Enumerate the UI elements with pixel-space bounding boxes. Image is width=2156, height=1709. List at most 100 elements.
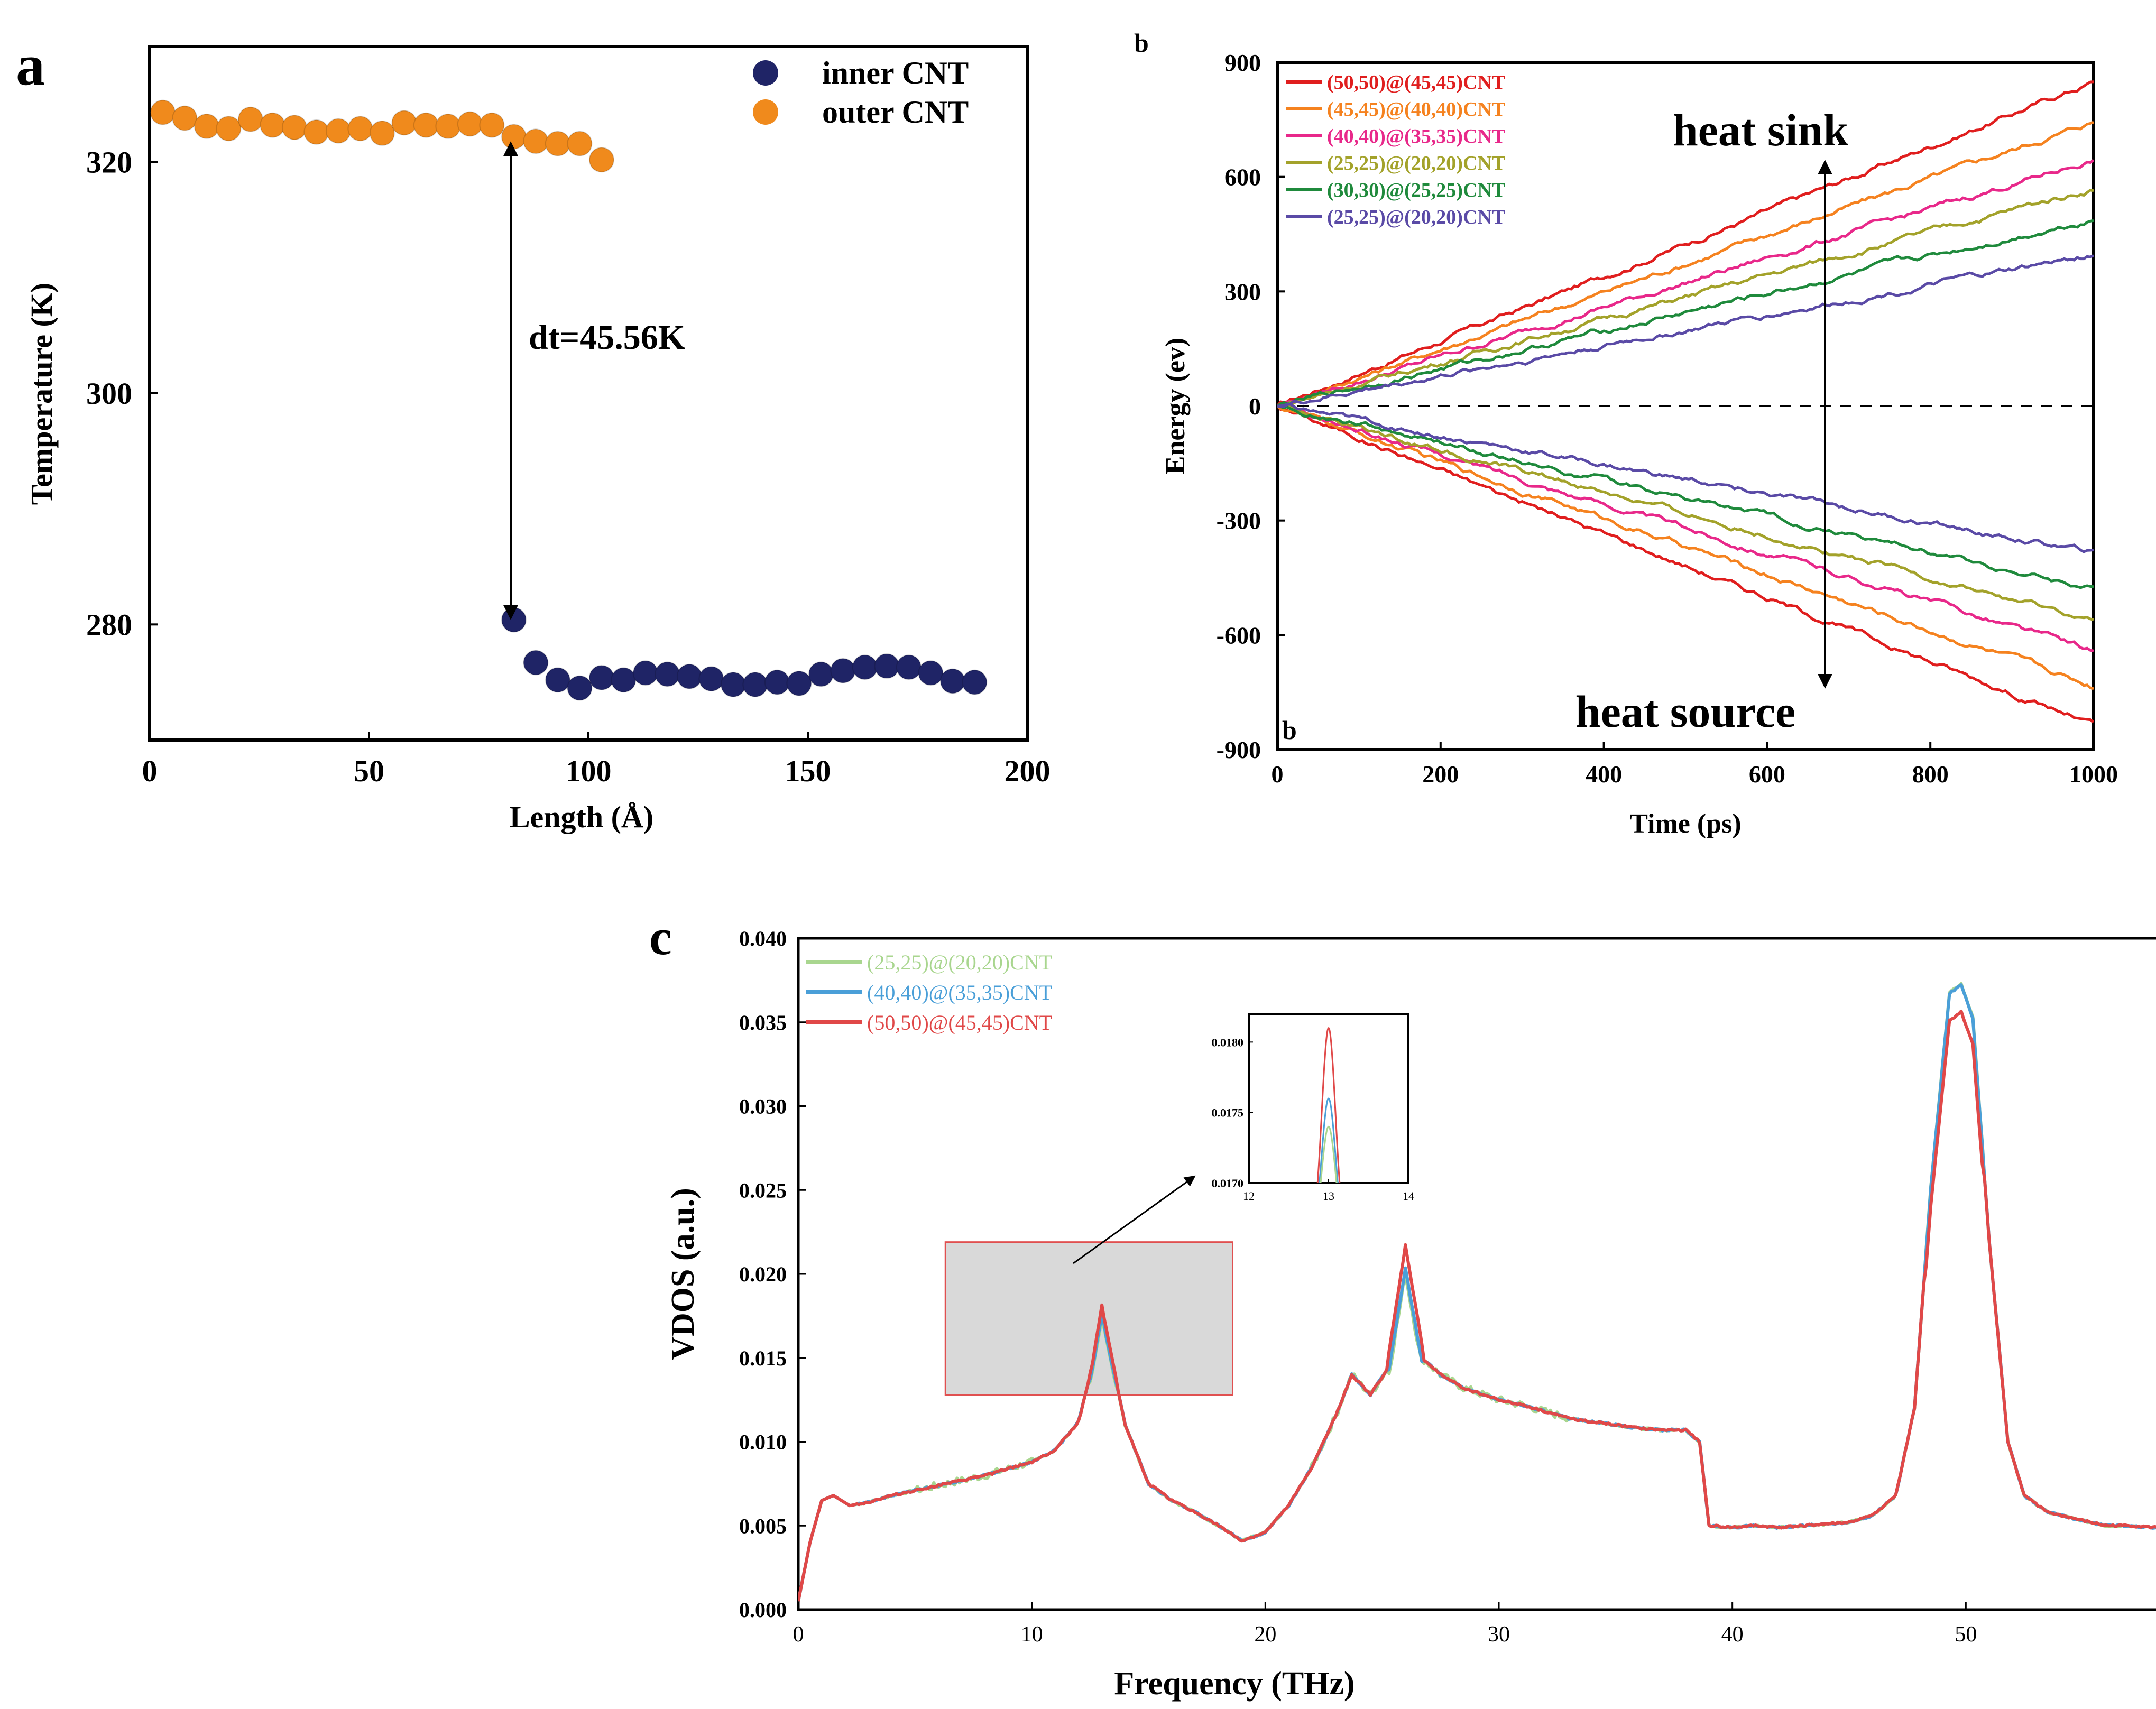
outer-cnt-point: [479, 112, 505, 138]
x-tick-label: 600: [1749, 761, 1785, 788]
outer-cnt-point: [237, 106, 263, 132]
x-tick-label: 50: [1955, 1622, 1977, 1647]
inner-cnt-point: [830, 658, 856, 683]
outer-cnt-point: [347, 116, 373, 142]
legend-marker-inner-cnt: [753, 60, 778, 86]
legend-label: (25,25)@(20,20)CNT: [867, 950, 1052, 974]
heat-sink-line: [1277, 159, 2094, 408]
panel-c-x-ticks: 0102030405060: [793, 1602, 1977, 1647]
inset-x-tick-label: 13: [1323, 1189, 1334, 1203]
legend-label: (30,30)@(25,25)CNT: [1327, 179, 1505, 201]
legend-label: (45,45)@(40,40)CNT: [1327, 98, 1505, 121]
y-tick-label: 300: [1224, 278, 1261, 305]
outer-cnt-point: [303, 119, 329, 145]
inner-cnt-point: [632, 660, 658, 686]
y-tick-label: 0: [1249, 393, 1261, 420]
inset-y-tick-label: 0.0170: [1212, 1177, 1244, 1190]
y-tick-label: 0.015: [739, 1346, 787, 1370]
legend-label: (50,50)@(45,45)CNT: [1327, 71, 1505, 94]
zoom-arrow: [1073, 1175, 1196, 1264]
heat-sink-line: [1277, 189, 2094, 408]
outer-cnt-point: [216, 116, 242, 142]
inset-plot: 12 13 14 0.0170 0.0175 0.0180: [1212, 1013, 1415, 1203]
panel-c-legend: (25,25)@(20,20)CNT (40,40)@(35,35)CNT (50,…: [806, 950, 1052, 1034]
outer-cnt-point: [567, 131, 593, 156]
y-tick-label: 0.010: [739, 1430, 787, 1454]
x-tick-label: 10: [1021, 1622, 1043, 1647]
panel-b-legend: (50,50)@(45,45)CNT (45,45)@(40,40)CNT (40,…: [1286, 71, 1505, 228]
inner-cnt-point: [567, 675, 593, 701]
panel-b-label: b: [1134, 28, 1149, 58]
x-tick-label: 0: [793, 1622, 804, 1647]
x-tick-label: 1000: [2069, 761, 2118, 788]
panel-a-y-axis-label: Temperature (K): [24, 283, 59, 505]
outer-cnt-point: [588, 147, 614, 173]
inner-cnt-point: [742, 672, 768, 698]
heat-sink-line: [1277, 80, 2094, 407]
inner-cnt-point: [896, 654, 922, 680]
legend-label-inner-cnt: inner CNT: [822, 56, 969, 90]
panel-a-legend: inner CNT outer CNT: [753, 56, 969, 130]
outer-cnt-point: [413, 112, 439, 138]
legend-label: (25,25)@(20,20)CNT: [1327, 206, 1505, 228]
inset-y-tick-label: 0.0180: [1212, 1036, 1244, 1049]
panel-b: b 0 200 400 600 800 1000 -900 -600 -300 0 300 600 9…: [1134, 28, 2118, 839]
x-tick-label: 200: [1005, 754, 1051, 788]
inner-cnt-point: [698, 666, 724, 692]
inset-y-tick-label: 0.0175: [1212, 1106, 1244, 1120]
panel-b-y-ticks: -900 -600 -300 0 300 600 900: [1217, 49, 1285, 763]
panel-b-corner-label: b: [1282, 715, 1297, 745]
heat-source-line: [1277, 405, 2094, 690]
y-tick-label: 0.035: [739, 1011, 787, 1034]
x-tick-label: 0: [1272, 761, 1284, 788]
panel-c-label: c: [649, 909, 672, 965]
x-tick-label: 30: [1488, 1622, 1510, 1647]
inset-x-tick-label: 14: [1403, 1189, 1414, 1203]
zoom-highlight-box: [944, 1241, 1233, 1396]
x-tick-label: 200: [1422, 761, 1459, 788]
inner-cnt-point: [764, 669, 790, 695]
inner-cnt-point: [786, 670, 812, 696]
y-tick-label: 0.025: [739, 1178, 787, 1202]
dt-annotation: dt=45.56K: [529, 318, 685, 357]
y-tick-label: -300: [1217, 507, 1261, 534]
panel-a: a 0 50 100 150 200 280 300 320 Length (Å) Temp…: [16, 33, 1051, 834]
x-tick-label: 50: [354, 754, 384, 788]
outer-cnt-point: [391, 110, 417, 136]
inset-peak-line: [1319, 1097, 1339, 1183]
x-tick-label: 20: [1254, 1622, 1276, 1647]
x-tick-label: 40: [1721, 1622, 1744, 1647]
inner-cnt-point: [523, 650, 549, 676]
outer-cnt-point: [457, 111, 483, 137]
panel-c-series-lines: [798, 982, 2156, 1602]
heat-sink-line: [1277, 219, 2094, 408]
panel-b-x-axis-label: Time (ps): [1629, 809, 1741, 839]
heat-source-line: [1277, 404, 2094, 589]
legend-label: (40,40)@(35,35)CNT: [1327, 125, 1505, 147]
legend-label: (50,50)@(45,45)CNT: [867, 1011, 1052, 1034]
legend-label-outer-cnt: outer CNT: [822, 95, 969, 130]
inner-cnt-point: [501, 607, 527, 633]
y-tick-label: 280: [86, 607, 132, 642]
heat-sink-line: [1277, 121, 2094, 408]
heat-source-label: heat source: [1575, 686, 1795, 737]
x-tick-label: 150: [785, 754, 831, 788]
outer-cnt-point: [194, 113, 219, 139]
y-tick-label: 320: [86, 145, 132, 180]
y-tick-label: -600: [1217, 622, 1261, 649]
inset-peak-line: [1320, 1125, 1338, 1183]
panel-a-data-points: [150, 99, 988, 701]
legend-marker-outer-cnt: [753, 99, 778, 125]
inner-cnt-point: [611, 667, 637, 693]
x-tick-label: 800: [1912, 761, 1949, 788]
x-tick-label: 100: [566, 754, 612, 788]
legend-label: (40,40)@(35,35)CNT: [867, 981, 1052, 1004]
inset-peak-line: [1316, 1027, 1341, 1183]
heat-source-line: [1277, 403, 2094, 652]
panel-a-y-ticks: 280 300 320: [86, 145, 158, 642]
panel-b-y-axis-label: Energy (ev): [1160, 338, 1191, 474]
panel-c-y-ticks: 0.000 0.005 0.010 0.015 0.020 0.025 0.030 0.035…: [739, 927, 806, 1622]
outer-cnt-point: [260, 112, 285, 138]
inset-ticks: 12 13 14 0.0170 0.0175 0.0180: [1212, 1036, 1415, 1203]
x-tick-label: 400: [1586, 761, 1622, 788]
